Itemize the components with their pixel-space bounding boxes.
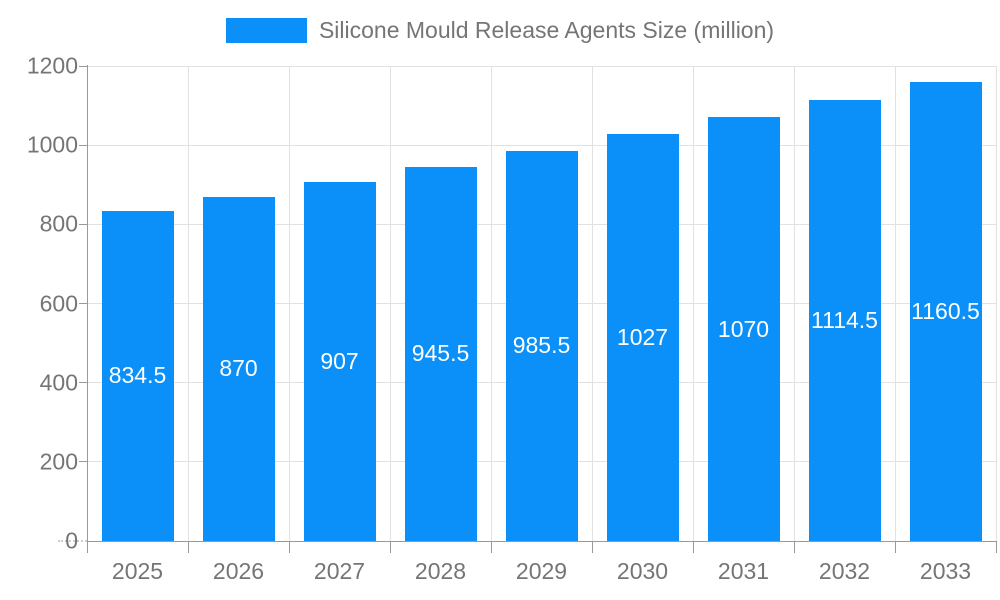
gridline-horizontal	[87, 65, 996, 67]
x-axis-category-label: 2028	[414, 558, 467, 584]
gridline-vertical	[894, 66, 896, 541]
x-axis-line	[87, 540, 996, 542]
bar[interactable]: 907	[303, 181, 376, 541]
x-axis-tick	[793, 541, 795, 553]
gridline-vertical	[591, 66, 593, 541]
bar[interactable]: 1027	[606, 134, 679, 541]
bar-value-label: 1160.5	[911, 297, 980, 324]
x-axis-category-label: 2025	[111, 558, 164, 584]
gridline-vertical	[288, 66, 290, 541]
bar-value-label: 1070	[717, 315, 770, 342]
bar-value-label: 985.5	[512, 332, 571, 359]
gridline-vertical	[187, 66, 189, 541]
y-axis-tick	[79, 461, 87, 463]
x-axis-category-label: 2030	[616, 558, 669, 584]
y-axis-tick-label: 600	[39, 290, 78, 316]
bar-value-label: 1114.5	[811, 306, 878, 333]
gridline-vertical	[389, 66, 391, 541]
bar[interactable]: 870	[202, 196, 275, 541]
x-axis-tick	[490, 541, 492, 553]
y-axis-tick-label: 200	[39, 448, 78, 475]
x-axis-tick	[591, 541, 593, 553]
y-axis-tick	[79, 303, 87, 304]
y-axis-tick-zero	[58, 540, 87, 542]
y-axis-line	[86, 65, 88, 541]
legend-label: Silicone Mould Release Agents Size (mill…	[318, 17, 775, 43]
x-axis-tick	[86, 541, 88, 553]
bar-value-label: 1027	[616, 324, 669, 351]
bar[interactable]: 1160.5	[909, 81, 982, 541]
gridline-vertical	[692, 66, 694, 541]
y-axis-tick	[79, 65, 87, 67]
x-axis-tick	[995, 541, 997, 553]
legend[interactable]: Silicone Mould Release Agents Size (mill…	[0, 18, 1000, 43]
bar[interactable]: 834.5	[101, 210, 174, 541]
y-axis-tick-label: 0	[65, 527, 78, 554]
bar[interactable]: 1070	[707, 117, 780, 541]
x-axis-category-label: 2029	[515, 558, 568, 584]
y-axis-tick	[79, 144, 87, 146]
x-axis-category-label: 2031	[717, 558, 770, 584]
x-axis-category-label: 2026	[212, 558, 265, 584]
bar-value-label: 834.5	[108, 362, 167, 389]
x-axis-category-label: 2027	[313, 558, 366, 584]
y-axis-tick	[79, 382, 87, 384]
bar-value-label: 945.5	[411, 340, 470, 367]
bar-value-label: 870	[219, 355, 258, 382]
y-axis-tick	[79, 223, 87, 225]
x-axis-tick	[187, 541, 189, 553]
y-axis-tick-label: 1000	[26, 131, 78, 158]
y-axis-tick-label: 400	[39, 369, 78, 396]
gridline-vertical	[490, 66, 492, 541]
legend-swatch	[225, 18, 307, 43]
x-axis-tick	[288, 541, 290, 553]
x-axis-tick	[894, 541, 896, 553]
y-axis-tick-label: 1200	[26, 52, 78, 79]
gridline-horizontal	[87, 144, 996, 146]
bar[interactable]: 945.5	[404, 166, 477, 541]
x-axis-tick	[692, 541, 694, 553]
x-axis-category-label: 2032	[818, 558, 871, 584]
bar[interactable]: 1114.5	[808, 99, 881, 541]
y-axis-tick-label: 800	[39, 210, 78, 237]
bar-value-label: 907	[320, 347, 359, 374]
gridline-vertical	[793, 66, 795, 541]
x-axis-tick	[389, 541, 391, 553]
gridline-vertical	[995, 66, 997, 541]
x-axis-category-label: 2033	[919, 558, 972, 584]
bar[interactable]: 985.5	[505, 150, 578, 541]
